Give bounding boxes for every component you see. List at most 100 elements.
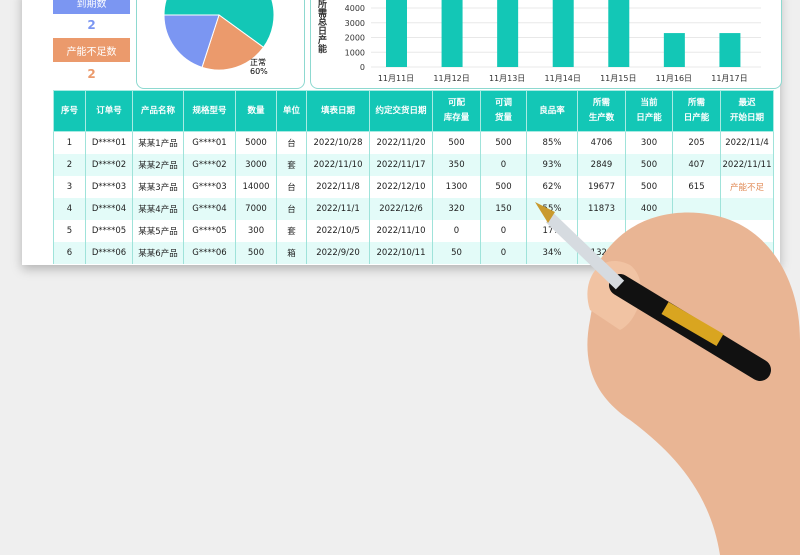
table-cell[interactable]: 205 <box>672 131 721 154</box>
pie-slice[interactable] <box>163 14 220 68</box>
table-cell[interactable]: 2022/9/20 <box>306 242 370 264</box>
column-header[interactable]: 数量 <box>235 90 277 132</box>
table-cell[interactable]: 台 <box>276 198 307 220</box>
table-cell[interactable]: 箱 <box>276 242 307 264</box>
bar[interactable] <box>552 0 574 68</box>
table-cell[interactable]: 300 <box>235 220 277 242</box>
table-cell[interactable]: 350 <box>432 154 481 176</box>
table-cell[interactable]: 2022/11/20 <box>369 131 433 154</box>
table-cell[interactable]: 500 <box>625 154 673 176</box>
table-cell[interactable]: 0 <box>480 154 527 176</box>
table-cell[interactable]: 3000 <box>235 154 277 176</box>
column-header[interactable]: 当前 日产能 <box>625 90 673 132</box>
table-cell[interactable]: G****01 <box>183 131 236 154</box>
table-cell[interactable]: 套 <box>276 154 307 176</box>
table-cell[interactable]: 2022/11/10 <box>306 154 370 176</box>
table-cell[interactable]: 3 <box>53 176 86 198</box>
table-cell[interactable]: 2849 <box>577 154 626 176</box>
column-header[interactable]: 所需 日产能 <box>672 90 721 132</box>
table-cell[interactable]: 2022/12/10 <box>369 176 433 198</box>
table-cell[interactable]: 某某1产品 <box>132 131 184 154</box>
table-cell[interactable]: 4706 <box>577 131 626 154</box>
table-cell[interactable]: 400 <box>625 198 673 220</box>
table-cell[interactable]: G****04 <box>183 198 236 220</box>
table-cell[interactable]: 320 <box>432 198 481 220</box>
table-cell[interactable]: D****04 <box>85 198 133 220</box>
table-cell[interactable]: 2022/11/4 <box>720 131 774 154</box>
bar[interactable] <box>719 33 741 67</box>
table-cell[interactable]: 1300 <box>432 176 481 198</box>
y-axis-label: 所需总日产能 <box>316 0 327 54</box>
table-cell[interactable]: 85% <box>526 131 578 154</box>
table-cell[interactable]: 500 <box>480 131 527 154</box>
table-cell[interactable]: 2 <box>53 154 86 176</box>
column-header[interactable]: 最迟 开始日期 <box>720 90 774 132</box>
table-cell[interactable]: G****05 <box>183 220 236 242</box>
column-header[interactable]: 良品率 <box>526 90 578 132</box>
table-cell[interactable]: 套 <box>276 220 307 242</box>
column-header[interactable]: 单位 <box>276 90 307 132</box>
column-header[interactable]: 填表日期 <box>306 90 370 132</box>
table-cell[interactable]: 0 <box>480 242 527 264</box>
table-cell[interactable]: 2022/11/10 <box>369 220 433 242</box>
column-header[interactable]: 规格型号 <box>183 90 236 132</box>
table-cell[interactable]: 某某6产品 <box>132 242 184 264</box>
table-cell[interactable]: G****02 <box>183 154 236 176</box>
table-cell[interactable]: 1 <box>53 131 86 154</box>
column-header[interactable]: 订单号 <box>85 90 133 132</box>
table-cell[interactable]: G****03 <box>183 176 236 198</box>
column-header[interactable]: 序号 <box>53 90 86 132</box>
table-cell[interactable]: 5 <box>53 220 86 242</box>
bar[interactable] <box>663 33 685 67</box>
table-cell[interactable]: 4 <box>53 198 86 220</box>
table-cell[interactable]: 某某2产品 <box>132 154 184 176</box>
table-cell[interactable]: 150 <box>480 198 527 220</box>
bar[interactable] <box>386 0 407 68</box>
table-cell[interactable]: 2022/10/28 <box>306 131 370 154</box>
table-cell[interactable]: 某某4产品 <box>132 198 184 220</box>
column-header[interactable]: 可配 库存量 <box>432 90 481 132</box>
table-cell[interactable] <box>720 198 774 220</box>
column-header[interactable]: 产品名称 <box>132 90 184 132</box>
table-cell[interactable]: 2022/10/11 <box>369 242 433 264</box>
table-cell[interactable]: 7000 <box>235 198 277 220</box>
table-cell[interactable]: 2022/11/8 <box>306 176 370 198</box>
table-cell[interactable]: 2022/11/1 <box>306 198 370 220</box>
column-header[interactable]: 所需 生产数 <box>577 90 626 132</box>
table-cell[interactable]: 14000 <box>235 176 277 198</box>
table-cell[interactable]: 407 <box>672 154 721 176</box>
table-cell[interactable]: 2022/10/5 <box>306 220 370 242</box>
table-cell[interactable]: 55% <box>526 198 578 220</box>
table-cell[interactable]: G****06 <box>183 242 236 264</box>
table-cell[interactable]: 产能不足 <box>720 176 774 198</box>
pie-percent-normal: 60% <box>250 67 268 76</box>
table-cell[interactable]: 300 <box>625 131 673 154</box>
table-cell[interactable]: 台 <box>276 176 307 198</box>
table-cell[interactable]: D****03 <box>85 176 133 198</box>
table-cell[interactable]: 6 <box>53 242 86 264</box>
table-cell[interactable]: 93% <box>526 154 578 176</box>
bar[interactable] <box>608 0 630 68</box>
table-cell[interactable]: 500 <box>235 242 277 264</box>
table-cell[interactable]: 某某5产品 <box>132 220 184 242</box>
bar[interactable] <box>497 0 519 68</box>
table-cell[interactable]: D****05 <box>85 220 133 242</box>
table-cell[interactable]: 0 <box>432 220 481 242</box>
table-cell[interactable]: 500 <box>432 131 481 154</box>
table-cell[interactable]: 50 <box>432 242 481 264</box>
table-cell[interactable]: 某某3产品 <box>132 176 184 198</box>
table-cell[interactable]: 34% <box>526 242 578 264</box>
table-cell[interactable]: 2022/11/17 <box>369 154 433 176</box>
pie-slice[interactable] <box>201 14 265 71</box>
table-cell[interactable]: D****02 <box>85 154 133 176</box>
bar[interactable] <box>441 0 463 68</box>
table-cell[interactable]: 5000 <box>235 131 277 154</box>
column-header[interactable]: 可调 货量 <box>480 90 527 132</box>
column-header[interactable]: 约定交货日期 <box>369 90 433 132</box>
table-cell[interactable]: 2022/11/11 <box>720 154 774 176</box>
pie-slice[interactable] <box>163 0 275 49</box>
table-cell[interactable]: D****01 <box>85 131 133 154</box>
table-cell[interactable]: D****06 <box>85 242 133 264</box>
table-cell[interactable]: 2022/12/6 <box>369 198 433 220</box>
table-cell[interactable]: 台 <box>276 131 307 154</box>
